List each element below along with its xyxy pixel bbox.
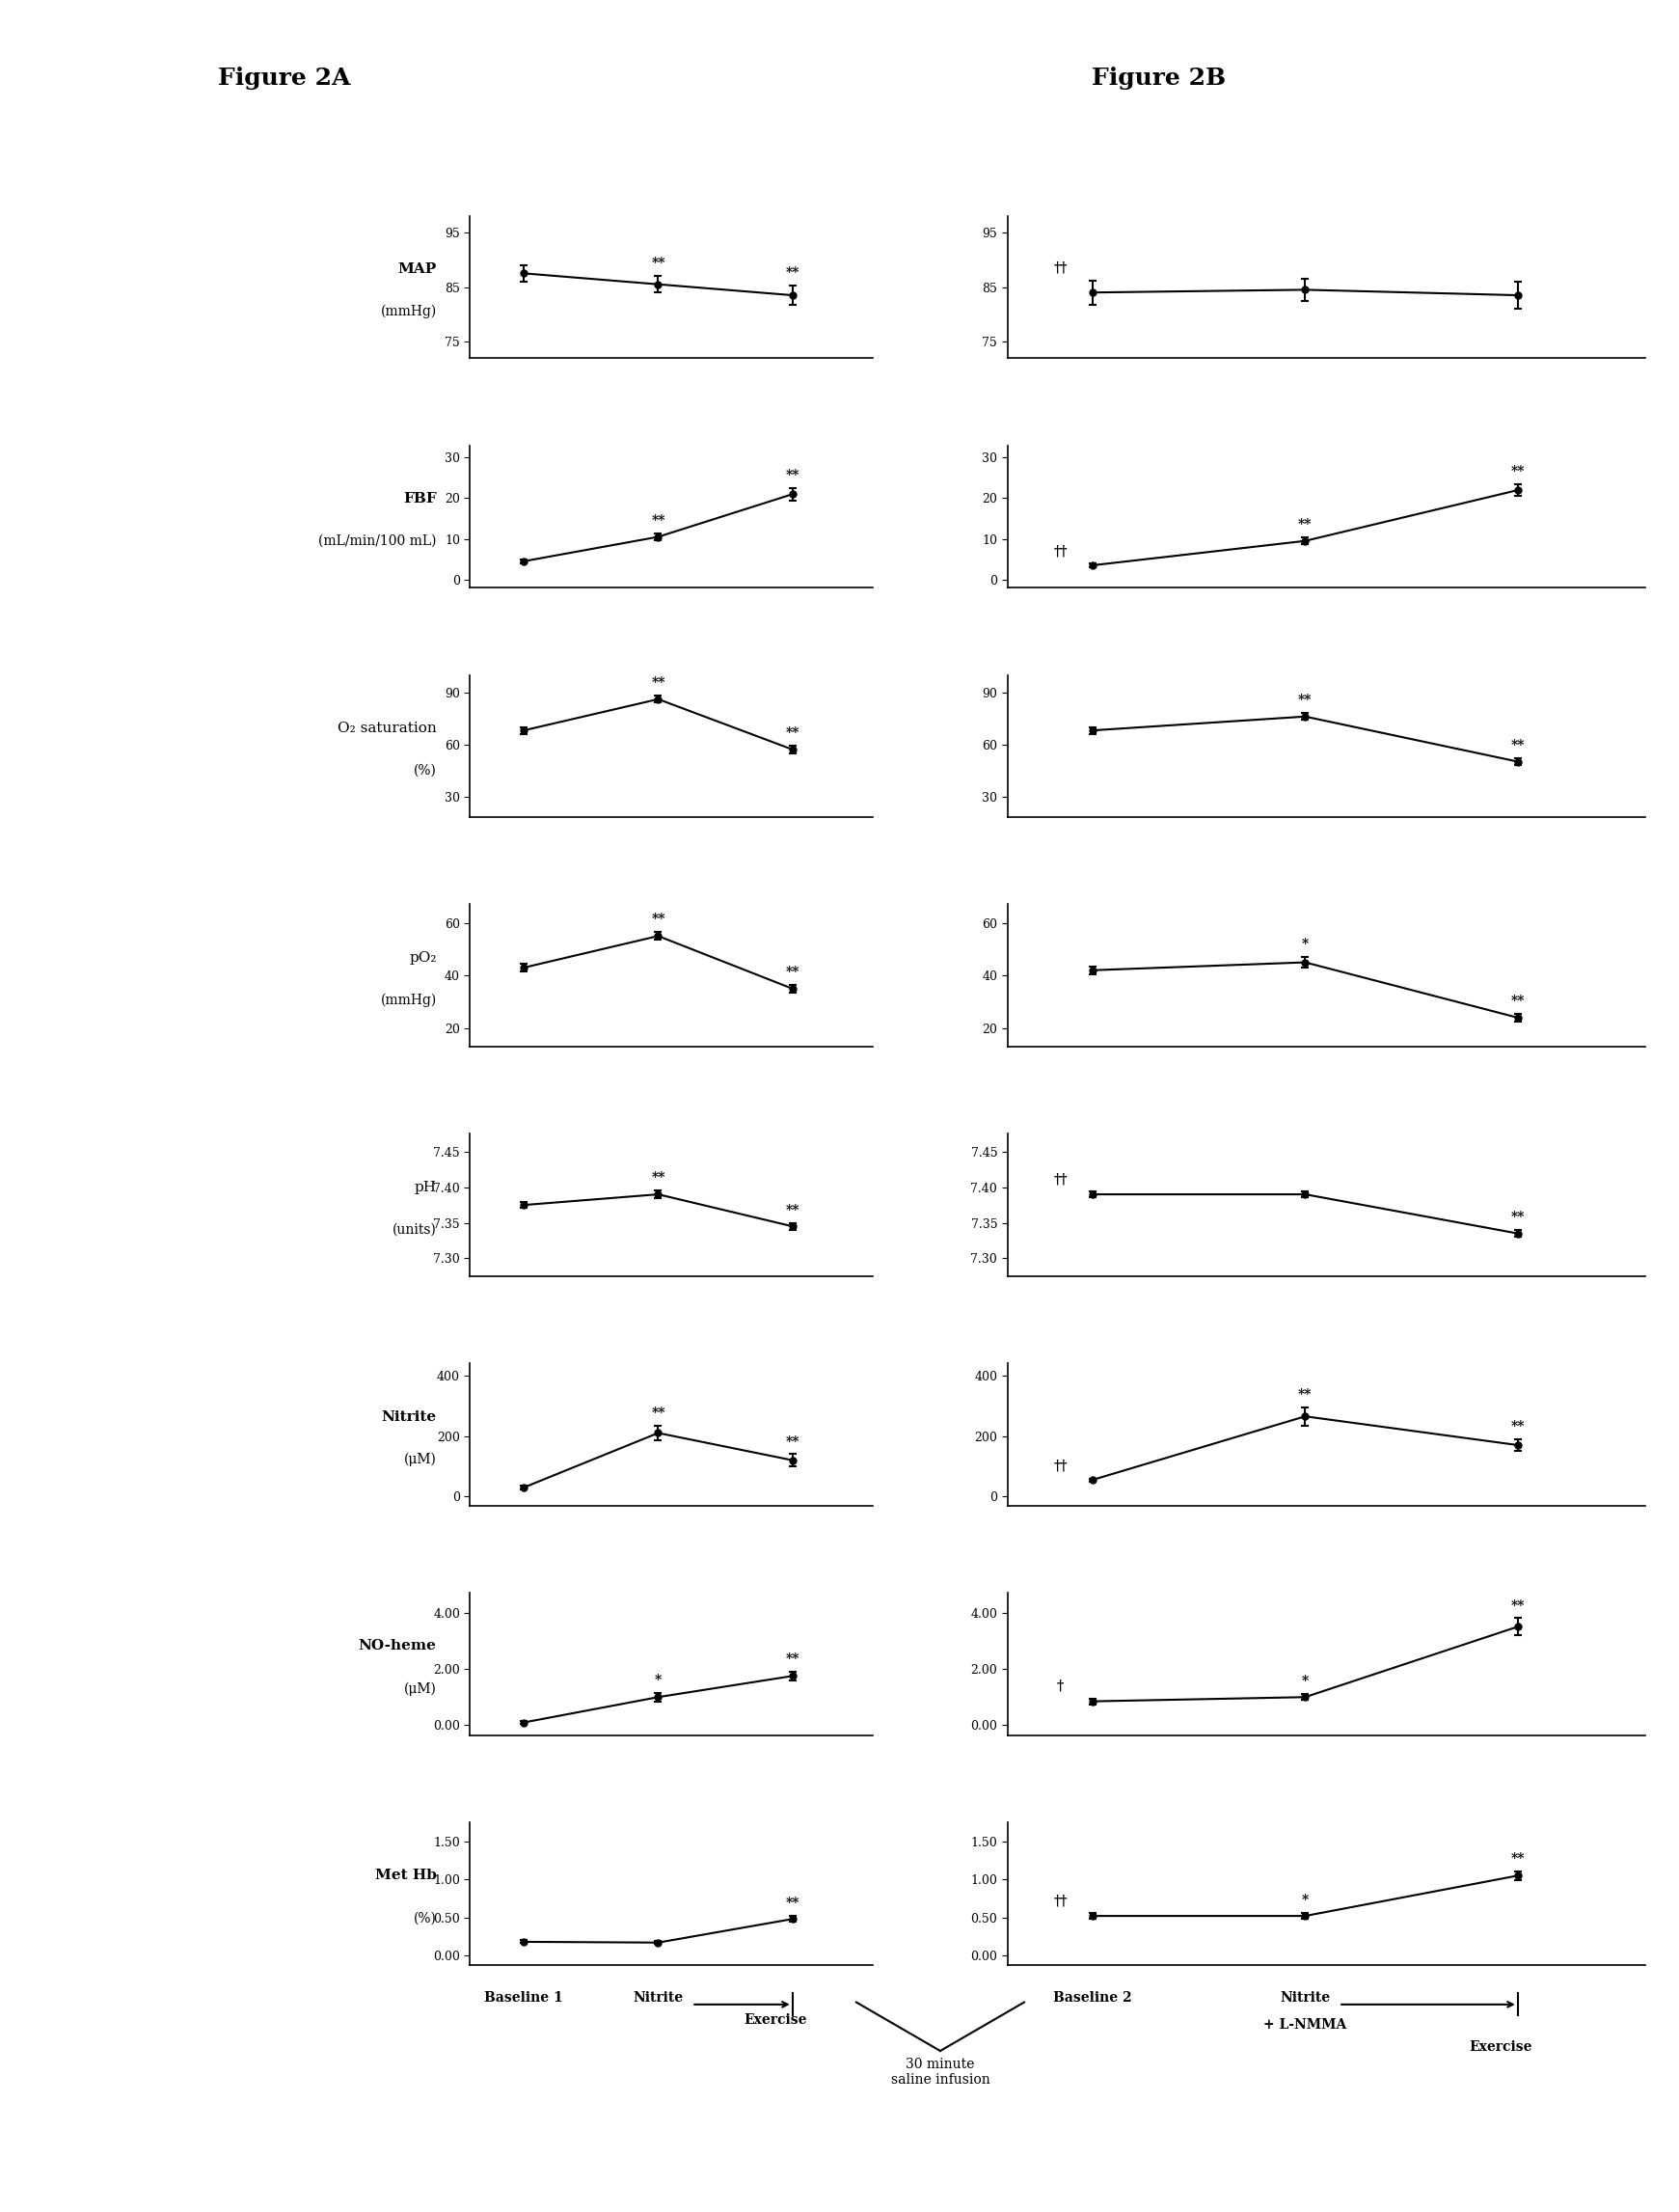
Text: **: **: [1511, 1420, 1525, 1433]
Text: (%): (%): [413, 763, 437, 776]
Text: **: **: [651, 1407, 665, 1420]
Text: **: **: [651, 914, 665, 927]
Text: **: **: [786, 1652, 799, 1666]
Text: *: *: [1301, 1674, 1308, 1688]
Text: ††: ††: [1054, 1893, 1068, 1907]
Text: Nitrite: Nitrite: [1279, 1991, 1330, 2004]
Text: (mL/min/100 mL): (mL/min/100 mL): [319, 535, 437, 549]
Text: **: **: [651, 257, 665, 270]
Text: **: **: [1511, 1599, 1525, 1613]
Text: MAP: MAP: [398, 263, 437, 276]
Text: **: **: [1511, 739, 1525, 752]
Text: Figure 2B: Figure 2B: [1091, 66, 1226, 88]
Text: **: **: [786, 1896, 799, 1911]
Text: **: **: [786, 967, 799, 980]
Text: NO-heme: NO-heme: [359, 1639, 437, 1652]
Text: *: *: [1301, 938, 1308, 951]
Text: ††: ††: [1054, 544, 1068, 557]
Text: Baseline 2: Baseline 2: [1053, 1991, 1132, 2004]
Text: **: **: [651, 677, 665, 690]
Text: ††: ††: [1054, 1172, 1068, 1186]
Text: O₂ saturation: O₂ saturation: [337, 721, 437, 734]
Text: **: **: [1298, 518, 1311, 531]
Text: Figure 2A: Figure 2A: [218, 66, 351, 88]
Text: + L-NMMA: + L-NMMA: [1264, 2017, 1347, 2031]
Text: **: **: [786, 728, 799, 741]
Text: **: **: [1511, 995, 1525, 1009]
Text: **: **: [1298, 1389, 1311, 1402]
Text: pO₂: pO₂: [410, 951, 437, 964]
Text: *: *: [1301, 1893, 1308, 1907]
Text: **: **: [651, 515, 665, 529]
Text: Exercise: Exercise: [1469, 2039, 1533, 2053]
Text: Nitrite: Nitrite: [633, 1991, 683, 2004]
Text: **: **: [786, 1436, 799, 1449]
Text: †: †: [1058, 1679, 1064, 1692]
Text: pH: pH: [415, 1181, 437, 1194]
Text: **: **: [1298, 695, 1311, 708]
Text: (μM): (μM): [405, 1453, 437, 1467]
Text: Nitrite: Nitrite: [381, 1409, 437, 1425]
Text: (mmHg): (mmHg): [381, 305, 437, 319]
Text: ††: ††: [1054, 1460, 1068, 1473]
Text: ††: ††: [1054, 261, 1068, 274]
Text: **: **: [1511, 465, 1525, 478]
Text: **: **: [1511, 1210, 1525, 1223]
Text: (mmHg): (mmHg): [381, 993, 437, 1006]
Text: **: **: [786, 469, 799, 482]
Text: (%): (%): [413, 1911, 437, 1924]
Text: **: **: [1511, 1851, 1525, 1865]
Text: (units): (units): [393, 1223, 437, 1237]
Text: Met Hb: Met Hb: [374, 1869, 437, 1882]
Text: Exercise: Exercise: [744, 2013, 808, 2026]
Text: **: **: [651, 1172, 665, 1186]
Text: Baseline 1: Baseline 1: [485, 1991, 562, 2004]
Text: *: *: [655, 1674, 662, 1688]
Text: **: **: [786, 1203, 799, 1217]
Text: 30 minute
saline infusion: 30 minute saline infusion: [890, 2057, 991, 2086]
Text: FBF: FBF: [403, 491, 437, 507]
Text: (μM): (μM): [405, 1681, 437, 1697]
Text: **: **: [786, 265, 799, 279]
